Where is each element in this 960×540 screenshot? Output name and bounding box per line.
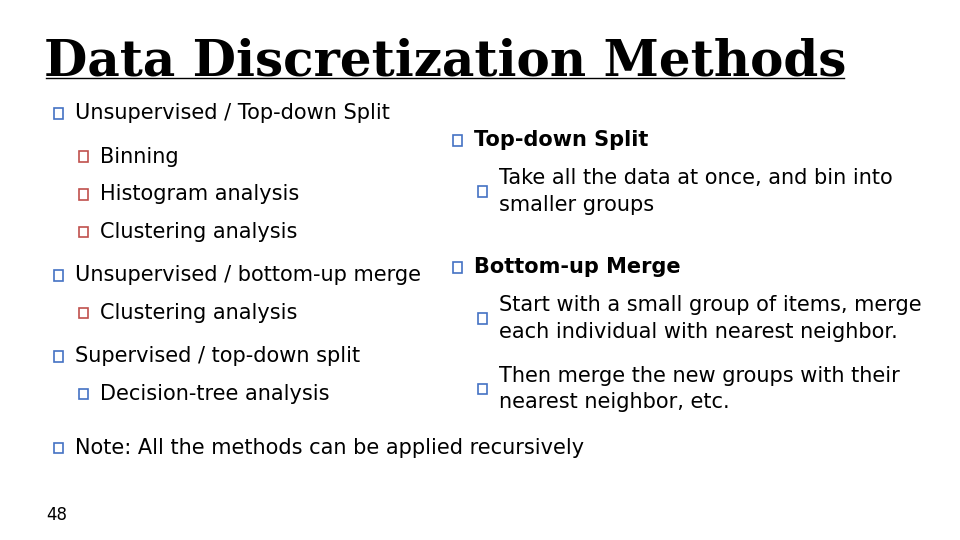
Text: Unsupervised / Top-down Split: Unsupervised / Top-down Split bbox=[75, 103, 390, 124]
Text: Data Discretization Methods: Data Discretization Methods bbox=[44, 38, 847, 87]
Text: Start with a small group of items, merge
each individual with nearest neighbor.: Start with a small group of items, merge… bbox=[499, 295, 922, 342]
Text: Top-down Split: Top-down Split bbox=[474, 130, 649, 151]
Text: Unsupervised / bottom-up merge: Unsupervised / bottom-up merge bbox=[75, 265, 420, 286]
Text: 48: 48 bbox=[46, 506, 67, 524]
Text: Clustering analysis: Clustering analysis bbox=[100, 303, 298, 323]
Text: Then merge the new groups with their
nearest neighbor, etc.: Then merge the new groups with their nea… bbox=[499, 366, 900, 412]
Text: Supervised / top-down split: Supervised / top-down split bbox=[75, 346, 360, 367]
Text: Decision-tree analysis: Decision-tree analysis bbox=[100, 384, 329, 404]
Text: Note: All the methods can be applied recursively: Note: All the methods can be applied rec… bbox=[75, 438, 584, 458]
Text: Bottom-up Merge: Bottom-up Merge bbox=[474, 257, 681, 278]
Text: Histogram analysis: Histogram analysis bbox=[100, 184, 300, 205]
Text: Binning: Binning bbox=[100, 146, 179, 167]
Text: Clustering analysis: Clustering analysis bbox=[100, 222, 298, 242]
Text: Take all the data at once, and bin into
smaller groups: Take all the data at once, and bin into … bbox=[499, 168, 893, 215]
